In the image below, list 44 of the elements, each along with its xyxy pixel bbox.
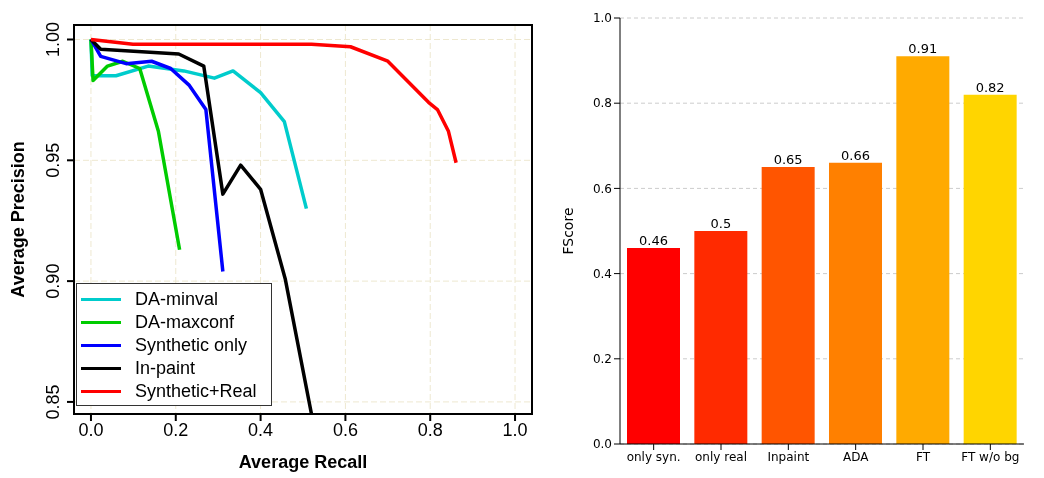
data-label: 0.91 [908, 41, 938, 57]
bar [761, 167, 815, 444]
x-tick-label: FT [915, 449, 931, 464]
x-tick-label: 0.8 [417, 419, 443, 440]
x-tick-label: 1.0 [502, 419, 528, 440]
line-series [89, 37, 182, 252]
y-tick-label: 0.85 [43, 384, 63, 420]
bar [627, 248, 680, 444]
bar [963, 94, 1017, 444]
x-tick-label: ADA [842, 449, 870, 464]
x-tick-label: 0.6 [332, 419, 358, 440]
y-tick-label: 0.2 [592, 352, 612, 367]
y-axis-title: Average Precision [8, 141, 29, 298]
x-tick-label: 0.2 [163, 419, 189, 440]
y-tick-label: 0.4 [592, 266, 612, 281]
y-tick-label: 0.6 [592, 181, 612, 196]
y-axis-title: FScore [559, 207, 576, 255]
data-label: 0.66 [841, 147, 870, 163]
y-tick-label: 0.90 [43, 263, 63, 299]
bar [694, 231, 748, 444]
x-tick-label: FT w/o bg [961, 449, 1020, 464]
data-label: 0.5 [710, 216, 732, 231]
data-label: 0.82 [975, 79, 1005, 95]
data-label: 0.65 [773, 152, 803, 168]
legend-label: DA-maxconf [135, 311, 235, 334]
x-axis-title: Average Recall [238, 452, 368, 472]
y-tick-label: 1.0 [592, 11, 612, 26]
x-tick-label: 0.4 [248, 419, 274, 440]
legend-label: Synthetic+Real [135, 380, 257, 403]
legend-label: DA-minval [135, 288, 219, 311]
y-tick-label: 0.95 [43, 142, 63, 178]
line-series [89, 37, 458, 165]
y-tick-label: 1.00 [43, 21, 63, 58]
data-label: 0.46 [639, 233, 668, 249]
legend-label: In-paint [135, 357, 196, 380]
legend-label: Synthetic only [135, 334, 248, 357]
bar [829, 162, 882, 444]
x-tick-label: 0.0 [78, 419, 104, 440]
bar [896, 56, 950, 444]
x-tick-label: only syn. [626, 449, 681, 464]
x-tick-label: only real [695, 449, 747, 464]
x-tick-label: Inpaint [767, 449, 810, 464]
y-tick-label: 0.0 [592, 437, 612, 452]
y-tick-label: 0.8 [592, 96, 612, 111]
